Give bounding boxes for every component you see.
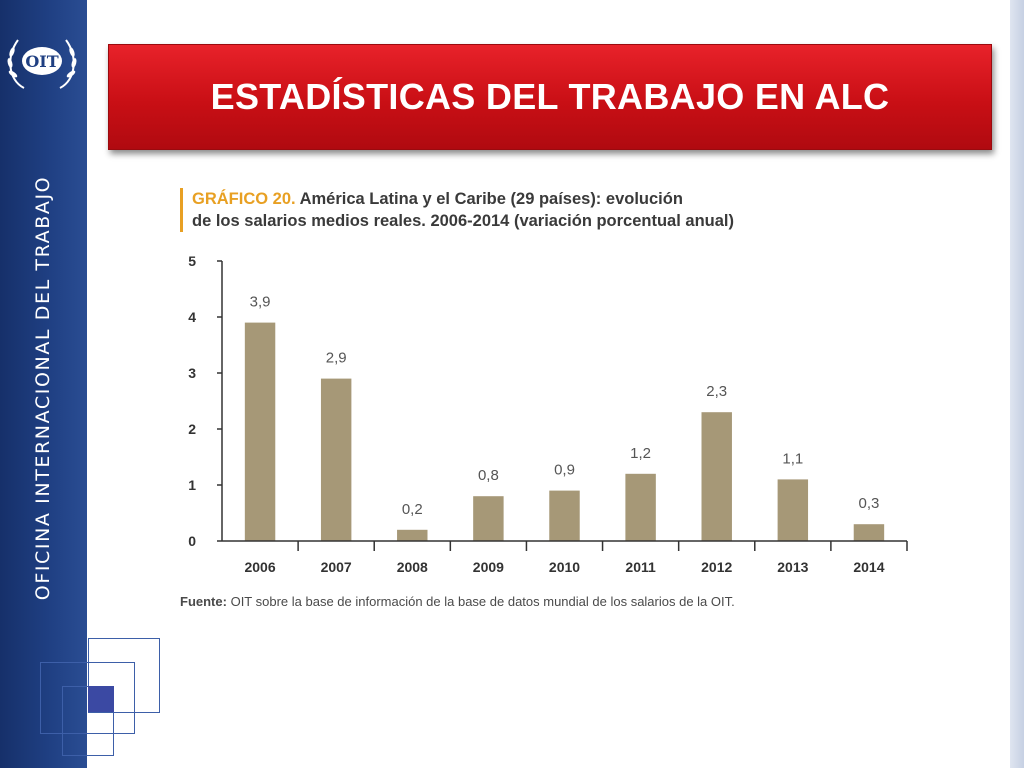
data-label-2010: 0,9 [554,462,575,479]
y-tick-label: 0 [188,533,196,549]
organization-name: OFICINA INTERNACIONAL DEL TRABAJO [32,175,54,601]
chart-source: Fuente: OIT sobre la base de información… [180,594,735,609]
data-label-2007: 2,9 [326,350,347,367]
data-label-2008: 0,2 [402,501,423,518]
logo-emblem [22,47,62,75]
decor-square [88,638,160,713]
source-label: Fuente: [180,594,227,609]
x-tick-label-2010: 2010 [549,559,580,575]
bar-2008 [397,529,428,541]
data-label-2011: 1,2 [630,445,651,462]
right-edge-strip [1010,0,1024,768]
decor-square [40,662,135,734]
data-label-2014: 0,3 [859,495,880,512]
data-label-2012: 2,3 [706,383,727,400]
chart-caption-line-1: GRÁFICO 20. América Latina y el Caribe (… [192,188,734,210]
source-text: OIT sobre la base de información de la b… [230,594,735,609]
logo-text: OIT [25,52,58,71]
bar-2014 [853,524,885,541]
bar-chart: 0 1 2 3 4 5 3,9 2,9 0,2 0,8 0,9 1,2 2,3 1,1 0,3 2006 2… [188,253,908,575]
bar-2012 [701,412,732,541]
x-tick-label-2009: 2009 [473,559,504,575]
bar-2006 [244,322,276,541]
slide-title: ESTADÍSTICAS DEL TRABAJO EN ALC [210,76,890,117]
data-label-2009: 0,8 [478,467,499,484]
bar-2013 [777,479,809,541]
data-label-2006: 3,9 [250,294,271,311]
y-tick-label: 2 [188,421,196,437]
x-tick-label-2008: 2008 [397,559,428,575]
y-tick-label: 3 [188,365,196,381]
x-tick-label-2007: 2007 [321,559,352,575]
chart-caption: GRÁFICO 20. América Latina y el Caribe (… [180,188,734,232]
chart-number-label: GRÁFICO 20. [192,190,296,208]
bar-2010 [549,490,580,541]
y-tick-label: 1 [188,477,196,493]
bar-2011 [625,473,656,541]
chart-caption-line-2: de los salarios medios reales. 2006-2014… [192,212,734,230]
decor-square-filled [88,686,114,712]
oit-logo: OIT [7,39,77,89]
title-banner: ESTADÍSTICAS DEL TRABAJO EN ALC [108,44,992,150]
chart-caption-text: América Latina y el Caribe (29 países): … [299,190,683,208]
sidebar: OIT OFICINA INTERNACIONAL DEL TRABAJO [0,0,87,768]
x-tick-label-2012: 2012 [701,559,732,575]
x-tick-label-2013: 2013 [777,559,808,575]
x-tick-label-2006: 2006 [244,559,275,575]
bar-2009 [473,496,504,541]
y-tick-label: 4 [188,309,196,325]
bar-2007 [320,378,352,541]
x-tick-label-2011: 2011 [625,559,656,575]
data-label-2013: 1,1 [782,450,803,467]
x-tick-label-2014: 2014 [853,559,884,575]
y-tick-label: 5 [188,253,196,269]
